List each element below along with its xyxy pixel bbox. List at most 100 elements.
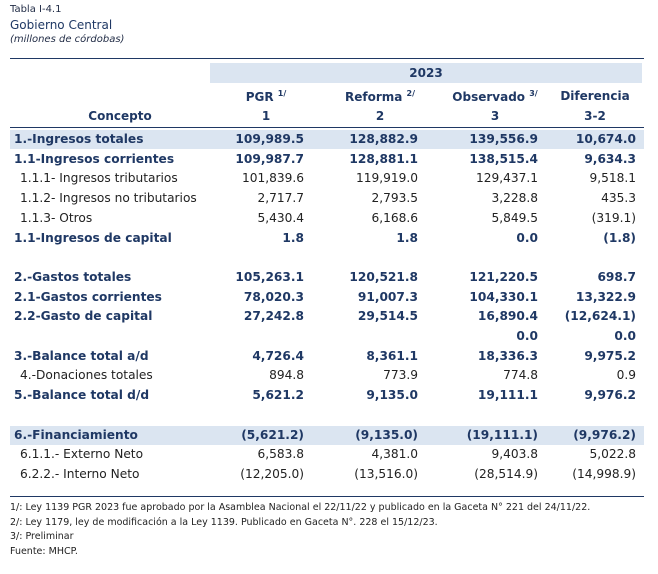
col-reforma-note: 2/ (406, 89, 416, 98)
table-row: 2.-Gastos totales 105,263.1 120,521.8 121,2… (10, 268, 644, 287)
cell-diferencia: 9,518.1 (589, 171, 636, 186)
row-label: 4.-Donaciones totales (20, 368, 153, 383)
table-row: 6.2.2.- Interno Neto (12,205.0) (13,516.0)… (10, 465, 644, 484)
row-label: 2.2-Gasto de capital (14, 309, 153, 324)
cell-pgr: 5,430.4 (257, 210, 304, 225)
table-row: 1.1.2- Ingresos no tributarios 2,717.7 2,7… (10, 189, 644, 208)
row-label: 1.1.3- Otros (20, 210, 93, 225)
footnotes: 1/: Ley 1139 PGR 2023 fue aprobado por l… (10, 501, 590, 559)
table-row (10, 406, 644, 425)
cell-diferencia: 9,634.3 (584, 151, 636, 166)
cell-pgr: 105,263.1 (235, 269, 304, 284)
cell-diferencia: 0.0 (614, 329, 636, 343)
col-reforma-num: 2 (375, 109, 385, 123)
row-label: 6.-Financiamiento (14, 427, 138, 442)
row-label: 6.1.1.- Externo Neto (20, 447, 144, 462)
cell-observado: 18,336.3 (477, 348, 538, 363)
cell-pgr: 1.8 (282, 230, 304, 245)
cell-reforma: 120,521.8 (349, 269, 418, 284)
cell-reforma: 773.9 (383, 368, 418, 383)
cell-diferencia: (14,998.9) (572, 466, 636, 481)
table-row: 1.1.3- Otros 5,430.4 6,168.6 5,849.5 (319.1) (10, 209, 644, 228)
cell-pgr: 27,242.8 (243, 309, 304, 324)
table-row: 6.1.1.- Externo Neto 6,583.8 4,381.0 9,403.… (10, 445, 644, 464)
table-row (10, 248, 644, 267)
row-label: 1.-Ingresos totales (14, 132, 144, 146)
cell-diferencia: (12,624.1) (564, 309, 636, 324)
cell-observado: 104,330.1 (469, 289, 538, 304)
cell-observado: (28,514.9) (474, 466, 538, 481)
bottom-rule (10, 496, 644, 497)
row-label: 2.1-Gastos corrientes (14, 289, 162, 304)
col-pgr-num: 1 (261, 109, 271, 123)
cell-diferencia: (9,976.2) (573, 427, 636, 442)
col-observado-header: Observado 3/ (440, 89, 550, 104)
cell-diferencia: 435.3 (601, 191, 636, 206)
table-row: 1.1-Ingresos corrientes 109,987.7 128,881.… (10, 150, 644, 169)
cell-reforma: 1.8 (396, 230, 418, 245)
cell-observado: 16,890.4 (477, 309, 538, 324)
row-label: 1.1-Ingresos corrientes (14, 151, 175, 166)
table-row: 6.-Financiamiento (5,621.2) (9,135.0) (19,1… (10, 425, 644, 445)
col-pgr-header: PGR 1/ (216, 89, 316, 104)
footnote: 3/: Preliminar (10, 531, 74, 542)
cell-pgr: (5,621.2) (241, 427, 304, 442)
cell-observado: 5,849.5 (491, 210, 538, 225)
col-diferencia-num: 3-2 (584, 109, 606, 123)
col-observado-num: 3 (490, 109, 500, 123)
cell-reforma: 91,007.3 (357, 289, 418, 304)
cell-diferencia: (319.1) (591, 210, 636, 225)
cell-pgr: 5,621.2 (252, 388, 304, 403)
table-title: Gobierno Central (10, 18, 113, 32)
cell-pgr: 6,583.8 (257, 447, 304, 462)
col-pgr-note: 1/ (277, 89, 287, 98)
cell-reforma: 128,881.1 (349, 151, 418, 166)
cell-pgr: 4,726.4 (252, 348, 304, 363)
cell-reforma: 2,793.5 (371, 191, 418, 206)
cell-diferencia: 9,976.2 (584, 388, 636, 403)
cell-diferencia: 10,674.0 (575, 132, 636, 146)
cell-observado: 121,220.5 (469, 269, 538, 284)
cell-diferencia: 9,975.2 (584, 348, 636, 363)
cell-diferencia: 698.7 (597, 269, 636, 284)
cell-pgr: 894.8 (269, 368, 304, 383)
cell-diferencia: 13,322.9 (575, 289, 636, 304)
cell-diferencia: (1.8) (603, 230, 636, 245)
cell-reforma: 9,135.0 (366, 388, 418, 403)
cell-observado: 3,228.8 (491, 191, 538, 206)
cell-reforma: (9,135.0) (355, 427, 418, 442)
table-row: 0.0 0.0 (10, 327, 644, 346)
year-header: 2023 (210, 63, 642, 83)
cell-reforma: 128,882.9 (349, 132, 418, 146)
table-row: 5.-Balance total d/d 5,621.2 9,135.0 19,111… (10, 386, 644, 405)
cell-observado: 0.0 (516, 329, 538, 343)
cell-observado: 19,111.1 (477, 388, 538, 403)
footnote: 2/: Ley 1179, ley de modificación a la L… (10, 516, 438, 528)
cell-pgr: 78,020.3 (243, 289, 304, 304)
col-observado-note: 3/ (529, 89, 538, 98)
cell-observado: 0.0 (516, 230, 538, 245)
table-row: 3.-Balance total a/d 4,726.4 8,361.1 18,336… (10, 347, 644, 366)
cell-reforma: 29,514.5 (357, 309, 418, 324)
cell-diferencia: 5,022.8 (589, 447, 636, 462)
col-observado-name: Observado (452, 90, 526, 104)
row-label: 2.-Gastos totales (14, 269, 132, 284)
concept-header: Concepto (88, 109, 152, 123)
table-row: 2.2-Gasto de capital 27,242.8 29,514.5 16,8… (10, 307, 644, 326)
col-reforma-name: Reforma (344, 90, 403, 104)
table-row: 2.1-Gastos corrientes 78,020.3 91,007.3 104… (10, 288, 644, 307)
cell-pgr: 109,987.7 (235, 151, 304, 166)
cell-reforma: (13,516.0) (354, 466, 418, 481)
table-row: 1.1-Ingresos de capital 1.8 1.8 0.0 (1.8) (10, 229, 644, 248)
footnote: 1/: Ley 1139 PGR 2023 fue aprobado por l… (10, 502, 591, 513)
table-id: Tabla I-4.1 (10, 4, 62, 15)
col-diferencia-header: Diferencia (550, 89, 640, 103)
top-rule (10, 58, 644, 59)
cell-pgr: (12,205.0) (240, 466, 304, 481)
cell-observado: 774.8 (503, 368, 538, 383)
cell-observado: 139,556.9 (469, 132, 538, 146)
header-rule (10, 127, 644, 128)
row-label: 3.-Balance total a/d (14, 348, 149, 363)
row-label: 1.1.1- Ingresos tributarios (20, 171, 178, 186)
cell-diferencia: 0.9 (616, 368, 636, 383)
